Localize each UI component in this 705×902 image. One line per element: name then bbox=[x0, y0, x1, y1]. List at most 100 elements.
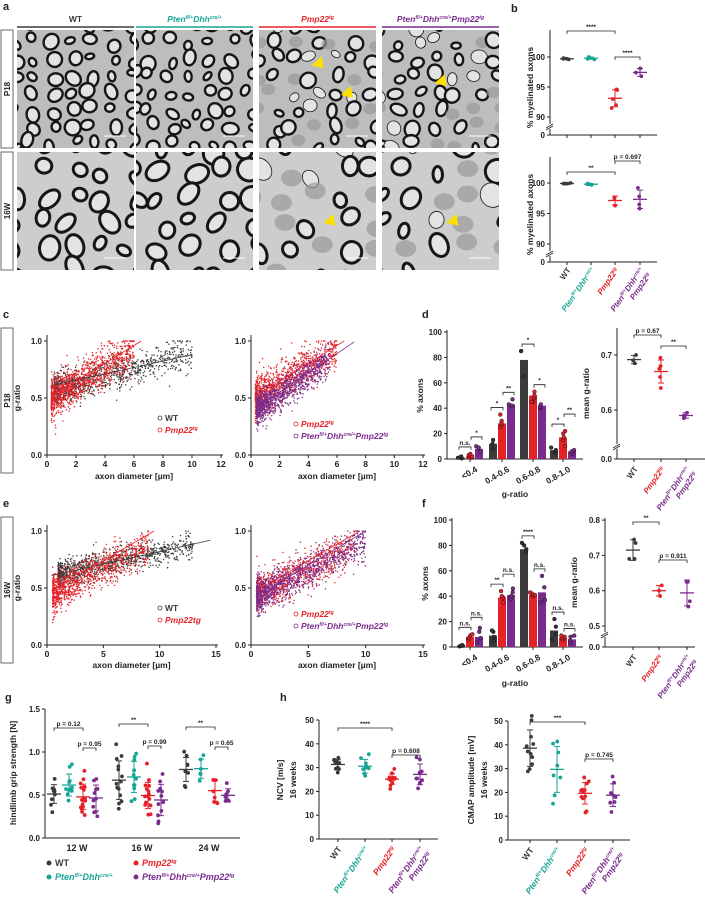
scatter-point bbox=[83, 382, 85, 384]
scatter-point bbox=[109, 381, 111, 383]
myelinated-axon bbox=[17, 39, 22, 51]
scatter-point bbox=[117, 365, 119, 367]
scatter-point bbox=[296, 376, 298, 378]
scatter-point bbox=[335, 347, 337, 349]
scatter-point bbox=[91, 355, 94, 357]
scatter-point bbox=[291, 377, 293, 380]
gene-name: WT bbox=[558, 266, 573, 281]
scatter-point bbox=[55, 378, 57, 380]
scatter-point bbox=[101, 378, 103, 380]
scatter-point bbox=[109, 341, 111, 344]
scatter-point bbox=[271, 406, 274, 408]
scatter-point bbox=[56, 378, 58, 381]
scatter-point bbox=[129, 345, 131, 347]
scatter-point bbox=[58, 411, 60, 414]
scatter-point bbox=[94, 376, 96, 378]
scatter-point bbox=[113, 344, 116, 346]
scatter-point bbox=[120, 358, 122, 360]
scatter-point bbox=[305, 371, 308, 373]
scatter-point bbox=[93, 395, 96, 397]
scatter-point bbox=[74, 384, 76, 386]
scatter-point bbox=[67, 368, 70, 370]
scatter-point bbox=[169, 351, 171, 354]
scatter-point bbox=[60, 385, 63, 387]
scatter-point bbox=[331, 363, 333, 365]
scatter-point bbox=[144, 367, 147, 370]
scatter-point bbox=[261, 395, 263, 397]
scatter-point bbox=[82, 386, 84, 388]
gene-name: WT bbox=[69, 14, 83, 24]
scatter-point bbox=[132, 368, 134, 370]
scatter-point bbox=[295, 378, 297, 381]
scatter-point bbox=[263, 381, 265, 384]
legend-label: WT bbox=[165, 413, 179, 423]
scatter-point bbox=[91, 552, 94, 554]
scatter-point bbox=[283, 398, 285, 400]
scatter-point bbox=[59, 387, 61, 390]
scatter-point bbox=[277, 386, 280, 388]
row-label: 16W bbox=[3, 202, 12, 219]
genotype-label-pten: Ptenfl/+Dhhcre/+ bbox=[167, 14, 222, 24]
scatter-point bbox=[307, 357, 310, 360]
scatter-point bbox=[57, 387, 59, 389]
scatter-point bbox=[78, 385, 80, 387]
scatter-point bbox=[71, 567, 73, 569]
scatter-point bbox=[280, 386, 282, 388]
scatter-point bbox=[279, 401, 281, 403]
tick-label: 8 bbox=[363, 459, 368, 469]
scatter-point bbox=[84, 387, 86, 389]
scatter-point bbox=[117, 357, 119, 360]
row-label-box bbox=[0, 29, 14, 149]
scatter-point bbox=[282, 383, 284, 386]
scatter-point bbox=[335, 340, 337, 342]
scatter-point bbox=[328, 362, 330, 365]
scatter-point bbox=[292, 364, 294, 366]
scatter-point bbox=[100, 358, 102, 360]
scatter-point bbox=[179, 351, 182, 353]
scatter-point bbox=[324, 345, 327, 347]
scatter-point bbox=[128, 377, 130, 379]
scatter-point bbox=[124, 367, 126, 369]
scatter-point bbox=[56, 397, 59, 399]
scatter-point bbox=[53, 391, 55, 394]
scatter-point bbox=[304, 340, 306, 342]
scatter-point bbox=[310, 378, 312, 381]
scatter-point bbox=[305, 359, 308, 361]
myelinated-axon bbox=[128, 170, 134, 188]
demyelinated-axon bbox=[373, 152, 376, 153]
scatter-point bbox=[104, 357, 106, 359]
scatter-point bbox=[105, 381, 107, 384]
arrowhead-icon bbox=[446, 213, 459, 226]
scatter-point bbox=[293, 389, 295, 391]
scatter-point bbox=[117, 363, 119, 365]
scatter-point bbox=[75, 385, 77, 388]
scatter-point bbox=[263, 413, 265, 415]
scatter-point bbox=[99, 384, 101, 386]
myelinated-axon bbox=[47, 72, 65, 88]
scatter-point bbox=[92, 365, 94, 367]
scatter-point bbox=[72, 395, 74, 397]
scatter-point bbox=[84, 385, 87, 387]
data-point bbox=[637, 194, 642, 199]
scatter-point bbox=[286, 372, 288, 374]
scatter-point bbox=[115, 347, 118, 350]
scatter-point bbox=[296, 380, 299, 382]
scatter-point bbox=[101, 348, 104, 350]
scatter-series-wt bbox=[57, 530, 194, 595]
scatter-point bbox=[62, 384, 64, 387]
myelinated-axon bbox=[490, 69, 499, 82]
scatter-point bbox=[113, 355, 115, 357]
scatter-point bbox=[271, 393, 273, 395]
scatter-point bbox=[51, 380, 53, 383]
scatter-point bbox=[276, 384, 279, 386]
scatter-point bbox=[63, 392, 65, 395]
scatter-point bbox=[137, 374, 139, 376]
scatter-point bbox=[59, 393, 61, 395]
scatter-point bbox=[169, 362, 171, 364]
scatter-point bbox=[105, 371, 107, 374]
scatter-point bbox=[59, 394, 61, 397]
scatter-point bbox=[258, 377, 261, 379]
scatter-point bbox=[92, 354, 94, 356]
scatter-point bbox=[295, 381, 297, 383]
